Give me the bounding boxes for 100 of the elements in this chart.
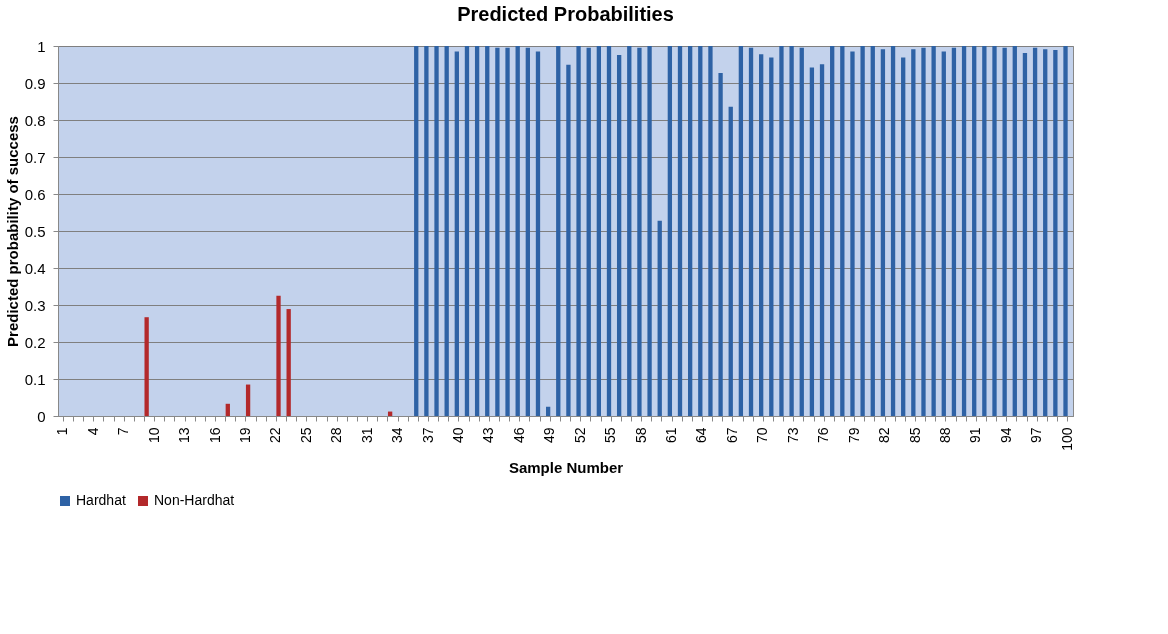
bar xyxy=(485,46,490,416)
bar xyxy=(870,46,875,416)
bar xyxy=(921,47,926,416)
bar xyxy=(718,73,723,416)
x-tick-label: 10 xyxy=(145,427,162,444)
bar xyxy=(748,47,754,416)
x-tick-label: 58 xyxy=(632,427,649,444)
bar xyxy=(799,47,804,416)
bar xyxy=(225,403,230,416)
bar xyxy=(677,46,683,416)
bar xyxy=(464,46,470,416)
x-tick-label: 73 xyxy=(784,427,801,444)
y-tick-label: 0.6 xyxy=(24,185,46,203)
x-tick-label: 4 xyxy=(84,427,101,436)
x-tick-label: 76 xyxy=(815,427,832,444)
x-tick-label: 100 xyxy=(1058,427,1075,451)
x-tick-label: 85 xyxy=(906,427,923,444)
x-tick-label: 28 xyxy=(328,427,345,444)
y-tick-label: 0.4 xyxy=(24,259,46,277)
x-tick-label: 91 xyxy=(967,427,984,444)
x-tick-label: 40 xyxy=(449,427,466,444)
bar xyxy=(525,47,530,416)
bar xyxy=(728,106,733,416)
y-tick-label: 0.5 xyxy=(24,222,46,240)
x-axis-title: Sample Number xyxy=(508,458,624,476)
bar xyxy=(286,309,291,416)
x-tick-label: 55 xyxy=(602,427,619,444)
x-tick-label: 43 xyxy=(480,427,497,444)
bar xyxy=(789,46,794,416)
x-tick-label: 70 xyxy=(754,427,771,444)
bar xyxy=(454,51,459,416)
x-tick-label: 67 xyxy=(723,427,740,444)
x-tick-label: 46 xyxy=(510,427,527,444)
x-tick-label: 31 xyxy=(358,427,375,444)
x-tick-label: 49 xyxy=(541,427,558,444)
bar xyxy=(474,46,480,416)
y-tick-label: 0.9 xyxy=(24,74,46,92)
bar xyxy=(606,46,612,416)
bar xyxy=(1032,47,1038,416)
y-tick-label: 0 xyxy=(37,407,46,425)
bar xyxy=(779,46,784,416)
y-axis-title: Predicted probability of success xyxy=(3,116,21,347)
bar xyxy=(941,51,946,416)
bar xyxy=(276,295,281,416)
bar xyxy=(515,46,520,416)
x-tick-label: 22 xyxy=(267,427,284,444)
x-tick-label: 13 xyxy=(176,427,193,444)
bar xyxy=(931,46,936,416)
x-tick-label: 37 xyxy=(419,427,436,444)
x-tick-label: 61 xyxy=(663,427,680,444)
y-tick-label: 0.2 xyxy=(24,333,46,351)
bar xyxy=(596,46,602,416)
bar xyxy=(444,46,449,416)
bar xyxy=(769,57,774,416)
y-tick-label: 0.8 xyxy=(24,111,46,129)
legend-label: Hardhat xyxy=(76,492,126,508)
bar xyxy=(637,47,642,416)
bar xyxy=(627,46,632,416)
chart-title: Predicted Probabilities xyxy=(457,3,674,25)
legend-label: Non-Hardhat xyxy=(154,492,235,508)
bar xyxy=(495,47,500,416)
y-tick-label: 0.1 xyxy=(24,370,46,388)
bar xyxy=(434,46,439,416)
x-tick-label: 7 xyxy=(115,427,132,436)
x-tick-label: 19 xyxy=(236,427,253,444)
x-tick-label: 52 xyxy=(571,427,588,444)
bar xyxy=(616,54,622,416)
bar xyxy=(860,46,865,416)
x-tick-label: 25 xyxy=(297,427,314,444)
bar xyxy=(972,46,977,416)
bar xyxy=(901,57,906,416)
bar xyxy=(951,47,957,416)
bar xyxy=(667,46,673,416)
bar xyxy=(586,47,591,416)
bar xyxy=(850,51,855,416)
x-tick-label: 97 xyxy=(1028,427,1045,444)
bar xyxy=(556,46,561,416)
x-tick-label: 16 xyxy=(206,427,223,444)
bar xyxy=(840,46,845,416)
bar xyxy=(759,54,764,416)
bar xyxy=(961,46,967,416)
bar xyxy=(245,384,251,416)
bar xyxy=(657,220,662,416)
x-tick-label: 64 xyxy=(693,427,710,444)
bar xyxy=(911,49,916,416)
x-tick-label: 79 xyxy=(845,427,862,444)
bar xyxy=(1022,53,1028,416)
bar xyxy=(576,46,581,416)
bar xyxy=(738,46,744,416)
bar xyxy=(505,47,510,416)
bar xyxy=(698,46,703,416)
bar xyxy=(1043,49,1048,416)
bar xyxy=(1063,46,1068,416)
y-tick-label: 0.3 xyxy=(24,296,46,314)
bar xyxy=(819,64,825,416)
bar xyxy=(992,46,997,416)
y-tick-label: 0.7 xyxy=(24,148,46,166)
bar xyxy=(982,46,987,416)
x-tick-label: 82 xyxy=(876,427,893,444)
bar xyxy=(424,46,429,416)
